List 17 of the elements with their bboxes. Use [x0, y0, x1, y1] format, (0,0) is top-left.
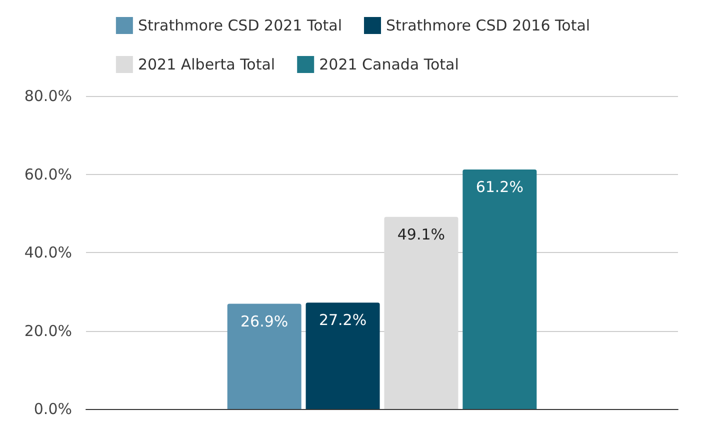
y-tick-label: 20.0% [24, 322, 72, 340]
legend-label: Strathmore CSD 2016 Total [386, 16, 590, 34]
legend-label: Strathmore CSD 2021 Total [138, 16, 342, 34]
legend-label: 2021 Alberta Total [138, 56, 276, 74]
bar [227, 304, 302, 409]
data-label: 61.2% [476, 178, 524, 196]
data-label: 49.1% [397, 225, 446, 244]
y-tick-label: 0.0% [34, 400, 72, 418]
bar [462, 170, 537, 409]
data-label: 26.9% [240, 312, 288, 330]
bar [384, 216, 458, 409]
y-tick-label: 40.0% [24, 244, 72, 262]
y-tick-label: 60.0% [24, 165, 72, 184]
bar [306, 302, 380, 409]
data-label: 27.2% [318, 311, 367, 330]
y-tick-label: 80.0% [24, 87, 72, 105]
legend-label: 2021 Canada Total [319, 56, 459, 74]
